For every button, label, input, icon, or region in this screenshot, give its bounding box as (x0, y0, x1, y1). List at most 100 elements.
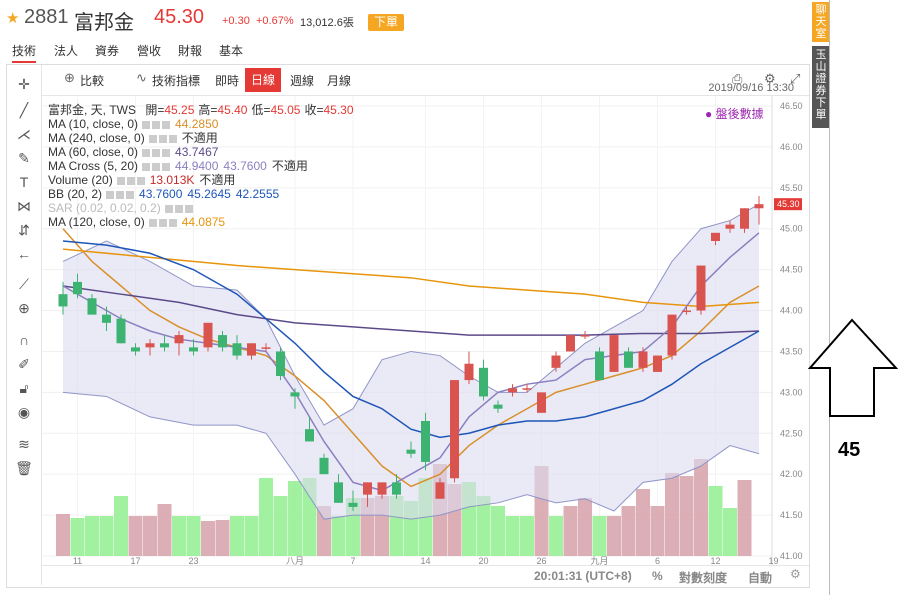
tab-financials[interactable]: 財報 (178, 44, 203, 58)
legend-indicator-row[interactable]: MA Cross (5, 20) 44.9400 43.7600 不適用 (48, 159, 308, 173)
up-arrow-icon (808, 318, 898, 417)
candle-body (493, 404, 503, 409)
legend-ohlc-2: 低=45.05 (251, 103, 300, 117)
text-tool-icon[interactable]: T (19, 174, 29, 190)
realtime-button[interactable]: 即時 (215, 74, 240, 88)
legend-indicator-value: 42.2555 (235, 187, 280, 201)
compare-button[interactable]: 比較 (80, 74, 105, 88)
legend-indicator-row[interactable]: MA (120, close, 0) 44.0875 (48, 215, 225, 229)
chat-room-button[interactable]: 聊天室 (812, 2, 830, 42)
ruler-icon[interactable]: ⟋ (19, 276, 29, 292)
camera-icon[interactable]: ⎙ (732, 71, 743, 86)
indicator-controls-icon[interactable] (164, 204, 193, 213)
indicator-controls-icon[interactable] (142, 120, 171, 129)
legend-indicator-value: 43.7467 (175, 145, 219, 159)
drawing-toolbar: ✛ ╱ ⋌ ✎ T ⋈ ⇵ ← ⟋ ⊕ ∩ ✐ 🔓︎ ◉ ≋ 🗑︎ (7, 65, 42, 585)
candle-body (247, 343, 256, 356)
candle-body (189, 347, 198, 352)
log-scale-toggle[interactable]: 對數刻度 (679, 571, 728, 585)
volume-bar (331, 516, 346, 556)
fib-tool-icon[interactable]: ⋌ (17, 126, 31, 142)
order-button[interactable]: 下單 (368, 14, 404, 31)
candle-body (624, 351, 633, 368)
compare-plus-icon[interactable]: ⊕ (64, 70, 75, 85)
legend-indicator-label: MA (10, close, 0) (48, 117, 139, 131)
daily-button[interactable]: 日線 (245, 68, 282, 92)
tab-revenue[interactable]: 營收 (137, 44, 162, 58)
legend-ohlc-value: 45.40 (217, 103, 248, 117)
indicator-controls-icon[interactable] (142, 162, 171, 171)
broker-order-button[interactable]: 玉山證券下單 (812, 46, 830, 128)
y-tick-label: 45.00 (780, 224, 803, 234)
legend-indicator-row[interactable]: MA (10, close, 0) 44.2850 (48, 117, 218, 131)
y-tick-label: 42.00 (780, 469, 803, 479)
candle-body (740, 208, 749, 229)
after-hours-label[interactable]: ● 盤後數據 (705, 105, 764, 122)
x-tick-label: 九月 (590, 556, 608, 566)
indicator-controls-icon[interactable] (148, 218, 177, 227)
y-tick-label: 45.50 (780, 183, 803, 193)
eye-icon[interactable]: ◉ (17, 404, 31, 420)
volume-bar (505, 516, 520, 556)
gear-icon[interactable]: ⚙ (790, 567, 801, 581)
measure-tool-icon[interactable]: ⇵ (18, 222, 30, 238)
candle-body (609, 335, 619, 372)
layers-icon[interactable]: ≋ (18, 436, 30, 452)
tab-basic[interactable]: 基本 (219, 44, 244, 58)
volume-bar (273, 496, 288, 556)
back-arrow-icon[interactable]: ← (17, 246, 31, 262)
volume-bar (85, 516, 99, 556)
legend-ohlc-key: 高= (198, 103, 218, 117)
price-chart[interactable]: 41.00 41.50 42.00 42.50 43.00 43.50 44.00 44.50… (42, 96, 809, 566)
x-tick-label: 14 (420, 556, 430, 566)
trash-icon[interactable]: 🗑︎ (15, 460, 33, 476)
legend-indicator-row[interactable]: MA (60, close, 0) 43.7467 (48, 145, 218, 159)
weekly-button[interactable]: 週線 (290, 74, 315, 88)
legend-indicator-value: 不適用 (199, 173, 236, 187)
favorite-star-icon[interactable]: ★ (6, 10, 20, 27)
indicator-controls-icon[interactable] (106, 190, 135, 199)
fullscreen-icon[interactable]: ⤢ (790, 71, 801, 86)
y-tick-label: 41.00 (780, 551, 803, 561)
legend-ohlc-key: 低= (251, 103, 271, 117)
indicator-controls-icon[interactable] (148, 134, 177, 143)
pattern-tool-icon[interactable]: ⋈ (17, 198, 31, 214)
auto-scale-toggle[interactable]: 自動 (748, 571, 773, 585)
monthly-button[interactable]: 月線 (327, 74, 352, 88)
candle-body (450, 380, 459, 479)
x-tick-label: 17 (130, 556, 140, 566)
legend-ohlc-value: 45.05 (270, 103, 301, 117)
percent-toggle[interactable]: % (652, 569, 663, 583)
zoom-in-icon[interactable]: ⊕ (18, 300, 30, 316)
volume-bar (491, 506, 505, 556)
lock-icon[interactable]: 🔓︎ (19, 380, 29, 396)
settings-icon[interactable]: ⚙ (764, 71, 776, 86)
tab-margin[interactable]: 資券 (95, 44, 120, 58)
lock-drawing-icon[interactable]: ✐ (18, 356, 30, 372)
chart-panel: ✛ ╱ ⋌ ✎ T ⋈ ⇵ ← ⟋ ⊕ ∩ ✐ 🔓︎ ◉ ≋ 🗑︎ ⊕ 比較 ∿… (6, 64, 810, 588)
legend-indicator-row[interactable]: BB (20, 2) 43.7600 45.2645 42.2555 (48, 187, 279, 201)
candle-body (435, 482, 445, 499)
tab-institutional[interactable]: 法人 (54, 44, 79, 58)
indicator-controls-icon[interactable] (116, 176, 145, 185)
magnet-icon[interactable]: ∩ (18, 332, 30, 348)
trend-line-icon[interactable]: ╱ (19, 102, 29, 118)
brush-icon[interactable]: ✎ (18, 150, 30, 166)
indicators-button[interactable]: 技術指標 (152, 74, 201, 88)
crosshair-icon[interactable]: ✛ (18, 76, 30, 92)
chart-toolbar: ⊕ 比較 ∿ 技術指標 即時 日線 週線 月線 ⎙ ⚙ ⤢ (42, 65, 809, 96)
legend-indicator-row[interactable]: MA (240, close, 0) 不適用 (48, 131, 218, 145)
candle-body (102, 314, 111, 323)
chart-footer: 20:01:31 (UTC+8) % 對數刻度 自動 ⚙ (42, 565, 809, 586)
indicator-wave-icon[interactable]: ∿ (136, 70, 147, 85)
indicator-controls-icon[interactable] (142, 148, 171, 157)
candle-body (276, 351, 285, 376)
y-tick-label: 43.00 (780, 387, 803, 397)
price-change: +0.30 (222, 15, 250, 27)
legend-indicator-row[interactable]: SAR (0.02, 0.02, 0.2) (48, 201, 193, 215)
volume-bar (636, 489, 650, 556)
trade-volume: 13,012.6張 (300, 17, 354, 29)
candle-body (566, 335, 575, 352)
legend-indicator-row[interactable]: Volume (20) 13.013K 不適用 (48, 173, 235, 187)
tab-technical[interactable]: 技術 (12, 42, 37, 63)
